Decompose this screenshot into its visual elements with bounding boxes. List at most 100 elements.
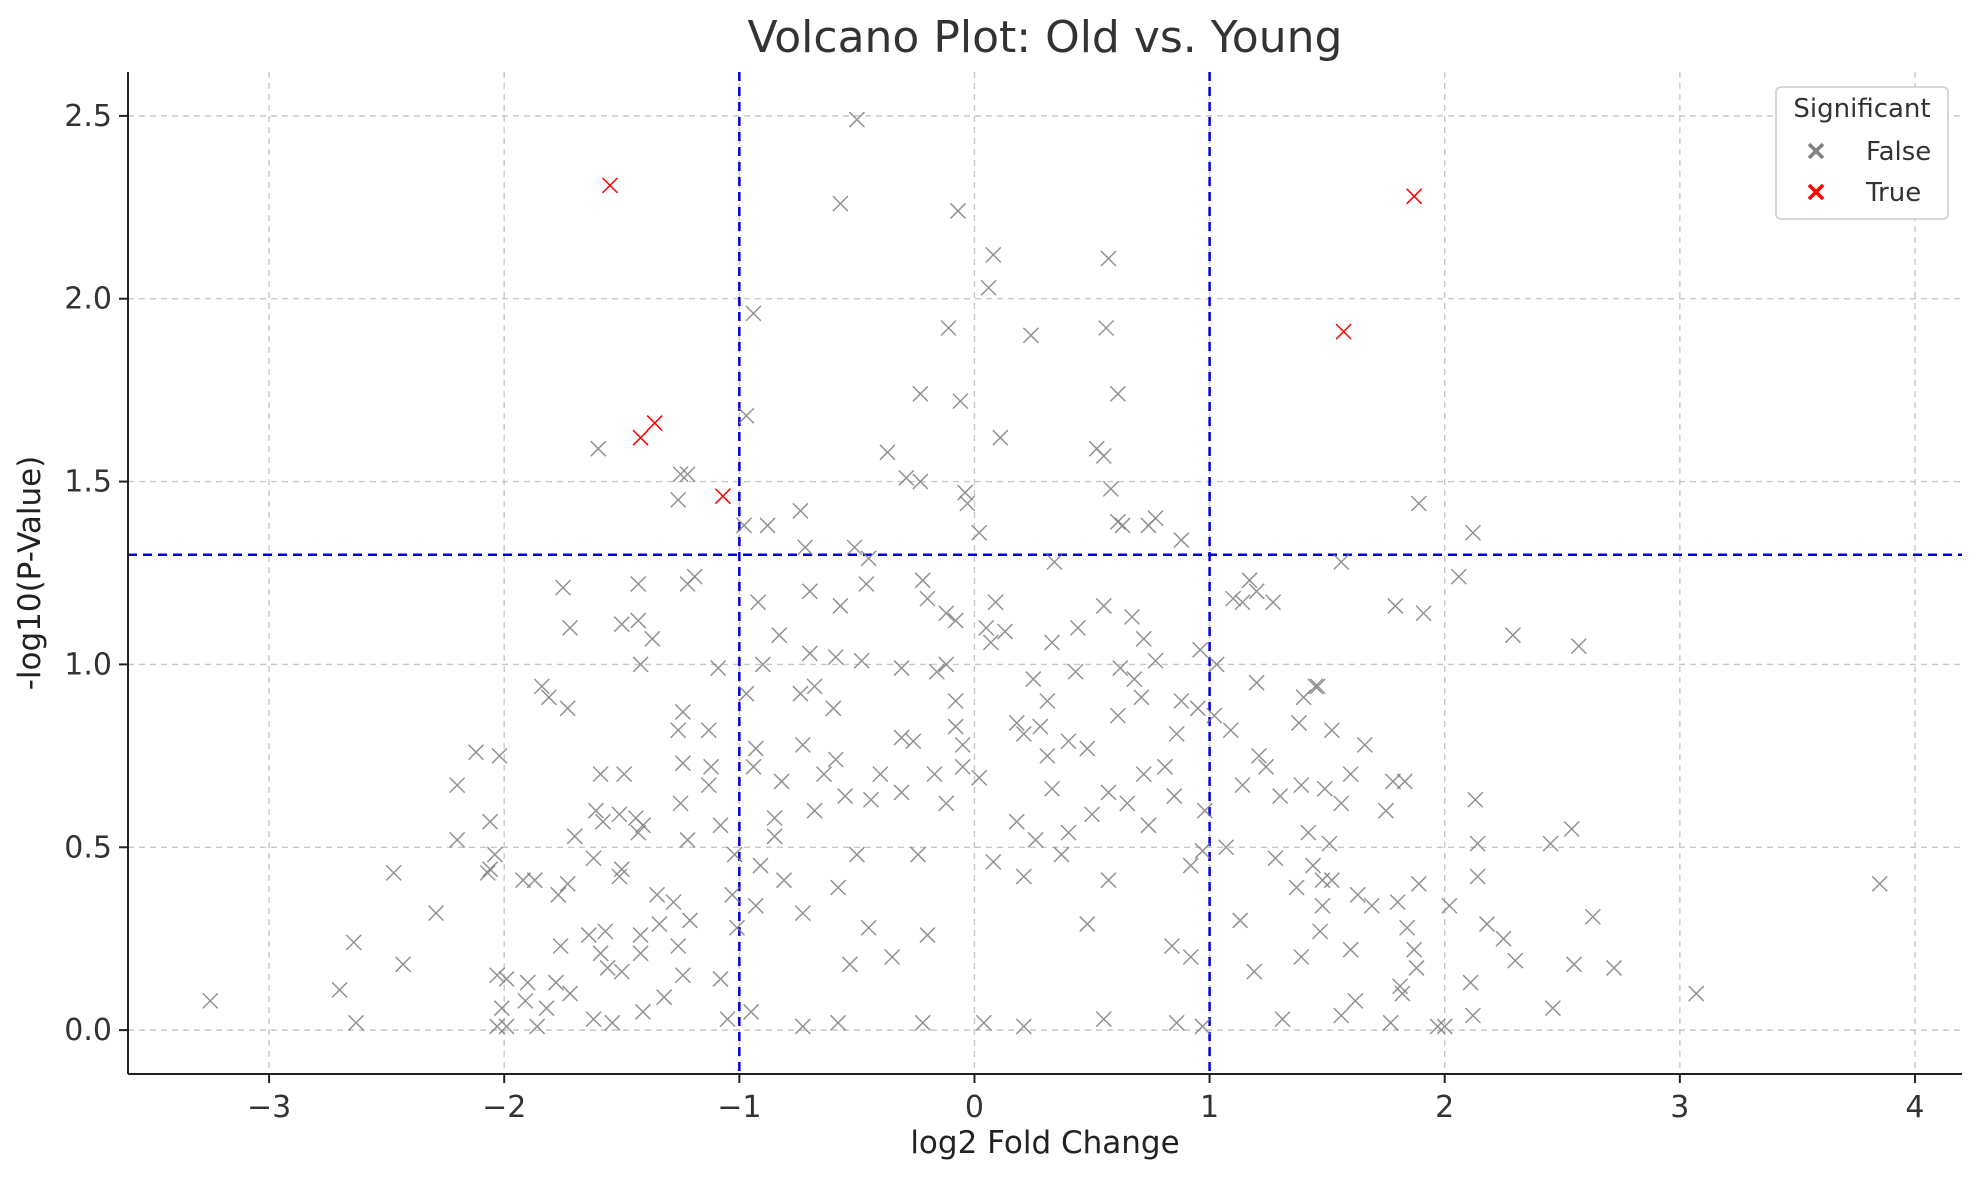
non-significant-point-292 [538, 1000, 555, 1017]
non-significant-point-198 [1218, 839, 1235, 856]
non-significant-point-160 [893, 784, 910, 801]
non-significant-point-111 [1109, 707, 1126, 724]
non-significant-point-227 [830, 879, 847, 896]
non-significant-point-98 [1309, 678, 1326, 695]
non-significant-point-121 [1168, 725, 1185, 742]
non-significant-point-210 [482, 861, 499, 878]
non-significant-point-4 [1100, 250, 1117, 267]
non-significant-point-259 [1342, 941, 1359, 958]
non-significant-point-152 [773, 773, 790, 790]
non-significant-point-33 [759, 517, 776, 534]
non-significant-point-269 [1605, 959, 1623, 976]
non-significant-point-233 [1314, 897, 1331, 914]
non-significant-point-174 [587, 802, 604, 819]
non-significant-point-120 [1323, 722, 1340, 739]
x-axis-label: log2 Fold Change [910, 1125, 1179, 1161]
non-significant-point-171 [1377, 802, 1394, 819]
non-significant-point-222 [1323, 872, 1340, 889]
non-significant-point-86 [893, 660, 910, 677]
non-significant-point-305 [498, 1018, 515, 1035]
non-significant-point-164 [1272, 788, 1289, 805]
non-significant-point-58 [832, 597, 849, 614]
non-significant-point-101 [738, 685, 755, 702]
non-significant-point-268 [1566, 956, 1583, 973]
non-significant-point-143 [926, 766, 943, 783]
non-significant-point-130 [747, 740, 764, 757]
non-significant-point-61 [1265, 594, 1282, 611]
significant-point-2 [1335, 323, 1352, 340]
y-tick-label-5: 2.5 [64, 99, 112, 134]
non-significant-point-112 [1206, 707, 1223, 724]
non-significant-point-32 [1140, 517, 1157, 534]
non-significant-point-247 [1079, 916, 1096, 933]
non-significant-point-155 [1234, 777, 1251, 794]
non-significant-point-122 [1015, 725, 1032, 742]
non-significant-point-12 [952, 393, 969, 410]
non-significant-point-126 [905, 733, 922, 750]
non-significant-point-140 [954, 758, 971, 775]
non-significant-point-75 [644, 630, 661, 647]
non-significant-point-151 [1396, 773, 1413, 790]
y-tick-label-1: 0.5 [64, 830, 112, 865]
non-significant-point-165 [1467, 791, 1484, 808]
non-significant-point-85 [938, 656, 955, 673]
non-significant-point-276 [674, 967, 691, 984]
non-significant-point-172 [806, 802, 823, 819]
non-significant-point-55 [1234, 594, 1251, 611]
non-significant-point-42 [1333, 553, 1350, 571]
non-significant-point-20 [672, 466, 689, 483]
non-significant-point-153 [1384, 773, 1402, 790]
non-significant-point-83 [853, 652, 870, 669]
non-significant-point-166 [862, 791, 880, 808]
non-significant-point-13 [738, 407, 755, 424]
axes: −3 −2 −1 0 1 2 3 4 0.0 0.5 1.0 1.5 2.0 2.5 [64, 72, 1962, 1125]
legend-label-true: True [1865, 178, 1921, 208]
non-significant-point-265 [1182, 948, 1199, 966]
non-significant-point-235 [1441, 897, 1458, 914]
non-significant-point-67 [630, 612, 647, 629]
non-significant-point-248 [1399, 919, 1416, 936]
x-tick-label-5: 2 [1435, 1090, 1454, 1125]
non-significant-point-306 [529, 1018, 546, 1035]
x-tick-label-0: −3 [247, 1090, 291, 1125]
non-significant-point-90 [1208, 656, 1225, 673]
non-significant-point-47 [858, 575, 875, 593]
non-significant-point-5 [980, 279, 997, 296]
non-significant-point-232 [1389, 894, 1406, 911]
non-significant-point-50 [554, 579, 572, 596]
non-significant-point-163 [837, 788, 854, 805]
non-significant-point-226 [1288, 879, 1305, 896]
non-significant-point-124 [700, 722, 717, 739]
non-significant-point-299 [604, 1014, 621, 1031]
non-significant-point-196 [1469, 835, 1486, 852]
non-significant-point-263 [1293, 948, 1310, 966]
non-significant-point-249 [1312, 923, 1329, 940]
non-significant-point-303 [975, 1014, 992, 1031]
non-significant-point-158 [1316, 780, 1333, 797]
non-significant-point-283 [331, 981, 348, 998]
non-significant-point-239 [1584, 908, 1601, 925]
non-significant-point-105 [1133, 689, 1150, 706]
non-significant-point-51 [1248, 583, 1265, 600]
non-significant-point-119 [1222, 722, 1239, 739]
non-significant-point-34 [736, 517, 753, 534]
non-significant-point-167 [672, 795, 689, 812]
non-significant-point-253 [632, 927, 649, 944]
non-significant-point-205 [1267, 850, 1284, 867]
non-significant-point-288 [517, 992, 534, 1009]
non-significant-point-17 [879, 444, 896, 461]
non-significant-point-218 [1015, 868, 1032, 885]
non-significant-point-108 [825, 700, 842, 717]
non-significant-point-221 [775, 872, 793, 889]
legend-entry-true: True [1807, 178, 1921, 208]
non-significant-point-9 [1022, 327, 1039, 344]
non-significant-point-60 [1387, 597, 1404, 614]
non-significant-point-208 [1305, 857, 1322, 874]
y-tick-label-3: 1.5 [64, 465, 112, 500]
non-significant-point-238 [1363, 897, 1380, 914]
non-significant-point-106 [1173, 692, 1190, 710]
non-significant-point-175 [1083, 806, 1101, 823]
non-significant-point-275 [489, 967, 506, 984]
non-significant-point-18 [1095, 447, 1112, 465]
non-significant-point-141 [1156, 758, 1173, 775]
